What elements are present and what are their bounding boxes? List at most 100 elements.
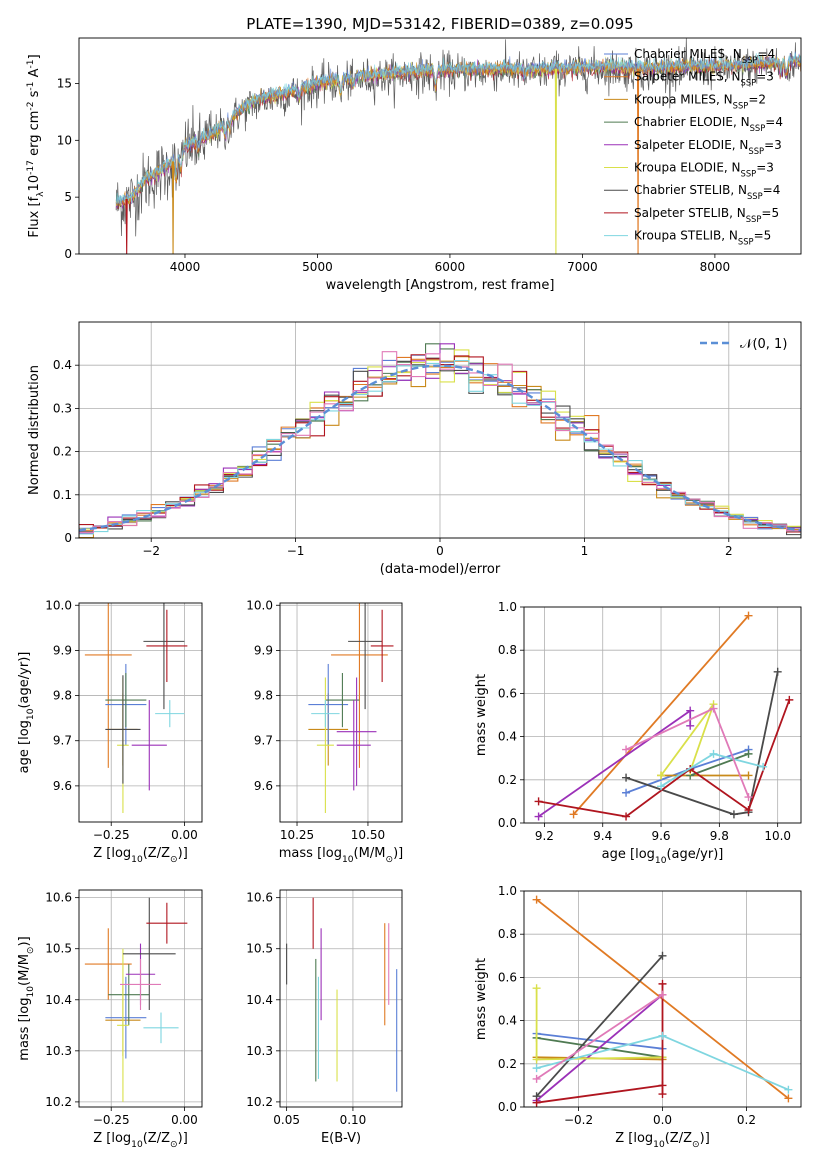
axes-frame xyxy=(78,321,802,539)
legend-label: Kroupa MILES, NSSP=2 xyxy=(634,92,766,110)
age_vs_mass-ytick-label: 9.6 xyxy=(254,779,273,793)
residual_histogram-ytick-label: 0.4 xyxy=(53,358,72,372)
massweight_vs_age-xtick-label: 9.2 xyxy=(535,829,554,843)
residual_histogram-xtick-label: −1 xyxy=(287,544,305,558)
massweight_vs_age-xtick-label: 10.0 xyxy=(764,829,791,843)
massweight-marker xyxy=(532,1055,541,1064)
massweight-line xyxy=(535,988,663,1061)
axes-frame xyxy=(523,890,802,1108)
mass_vs_Z-ytick-label: 10.2 xyxy=(45,1095,72,1109)
spectrum-glitch xyxy=(554,68,557,254)
mass_vs_Z-xlabel: Z [log10(Z/Z⊙)] xyxy=(93,1131,188,1150)
age_vs_Z-xtick-label: 0.00 xyxy=(171,828,198,842)
massweight-line xyxy=(536,1032,663,1050)
residual_histogram-xtick-label: 1 xyxy=(581,544,589,558)
massweight-marker xyxy=(658,1090,667,1099)
massweight_vs_age-ylabel: mass weight xyxy=(474,674,489,756)
massweight-marker xyxy=(622,745,631,754)
massweight-marker xyxy=(658,1081,667,1090)
age_vs_Z-xlabel: Z [log10(Z/Z⊙)] xyxy=(93,846,188,865)
age_vs_Z-ytick-label: 9.8 xyxy=(53,689,72,703)
massweight-marker xyxy=(709,704,718,713)
spectrum-ytick-label: 5 xyxy=(64,190,72,204)
age_vs_mass-plot-area xyxy=(308,603,394,813)
spectrum-line-chabrier_miles xyxy=(115,51,801,205)
massweight_vs_Z-ytick-label: 0.0 xyxy=(498,1100,517,1114)
spectrum-glitch xyxy=(171,161,175,254)
massweight_vs_Z-ytick-label: 0.2 xyxy=(498,1057,517,1071)
mass_vs_ebv-ytick-label: 10.5 xyxy=(246,942,273,956)
massweight-marker xyxy=(773,667,782,676)
massweight-marker xyxy=(686,706,695,715)
massweight_vs_Z-ytick-label: 0.6 xyxy=(498,970,517,984)
residual_histogram-plot-area xyxy=(79,343,801,538)
massweight_vs_age-ytick-label: 0.8 xyxy=(498,643,517,657)
massweight_vs_Z-xtick-label: 0.2 xyxy=(737,1113,756,1127)
spectrum-line-kroupa_stelib xyxy=(115,52,801,205)
spectrum-glitch xyxy=(636,68,640,254)
age_vs_Z-ytick-label: 9.9 xyxy=(53,643,72,657)
residual_histogram-xtick-label: −2 xyxy=(142,544,160,558)
massweight-marker xyxy=(622,812,631,821)
legend-label: Salpeter ELODIE, NSSP=3 xyxy=(634,138,782,156)
legend-label: Salpeter MILES, NSSP=3 xyxy=(634,70,774,88)
massweight-marker xyxy=(532,1064,541,1073)
axes-frame xyxy=(279,889,403,1108)
massweight-marker xyxy=(658,990,667,999)
massweight-marker xyxy=(658,979,667,988)
massweight_vs_age-xlabel: age [log10(age/yr)] xyxy=(602,847,724,866)
legend-label: 𝒩(0, 1) xyxy=(740,337,787,352)
figure-title: PLATE=1390, MJD=53142, FIBERID=0389, z=0… xyxy=(246,15,633,33)
spectrum-xtick-label: 4000 xyxy=(170,260,201,274)
legend-label: Chabrier ELODIE, NSSP=4 xyxy=(634,115,783,133)
massweight-marker xyxy=(744,611,753,620)
massweight_vs_age-xtick-label: 9.6 xyxy=(651,829,670,843)
spectrum-ytick-label: 10 xyxy=(57,133,72,147)
legend-label: Chabrier MILES, NSSP=4 xyxy=(634,47,775,65)
residual_histogram-ytick-label: 0.2 xyxy=(53,445,72,459)
mass_vs_ebv-axes: 0.05 0.10 10.2 10.3 10.4 10.5 10.6 E(B-V) xyxy=(246,889,403,1146)
massweight-marker xyxy=(729,810,738,819)
massweight-line xyxy=(536,994,664,1102)
massweight-marker xyxy=(622,773,631,782)
age_vs_Z-ytick-label: 9.7 xyxy=(53,734,72,748)
massweight-marker xyxy=(759,762,768,771)
mass_vs_Z-ytick-label: 10.4 xyxy=(45,993,72,1007)
spectrum-xlabel: wavelength [Angstrom, rest frame] xyxy=(326,278,555,293)
massweight-marker xyxy=(658,1031,667,1040)
massweight-marker xyxy=(532,984,541,993)
age_vs_Z-ytick-label: 10.0 xyxy=(45,598,72,612)
mass_vs_Z-ytick-label: 10.5 xyxy=(45,942,72,956)
massweight_vs_age-plot-area xyxy=(534,611,794,821)
spectrum-ylabel: Flux [fλ10-17 erg cm-2 s-1 A-1] xyxy=(26,54,46,237)
mass_vs_ebv-xtick-label: 0.05 xyxy=(273,1113,300,1127)
normal-curve xyxy=(79,364,801,532)
massweight-line xyxy=(538,699,791,818)
massweight_vs_age-ytick-label: 0.0 xyxy=(498,816,517,830)
massweight-marker xyxy=(744,806,753,815)
age_vs_mass-xtick-label: 10.25 xyxy=(280,828,314,842)
axes-frame xyxy=(78,37,802,255)
axes-frame xyxy=(523,606,802,824)
legend-label: Salpeter STELIB, NSSP=5 xyxy=(634,206,779,224)
axes-frame xyxy=(78,602,203,823)
spectrum-xtick-label: 5000 xyxy=(302,260,333,274)
massweight_vs_Z-ylabel: mass weight xyxy=(474,958,489,1040)
massweight-marker xyxy=(534,812,543,821)
residual_histogram-ytick-label: 0.3 xyxy=(53,401,72,415)
mass_vs_Z-xtick-label: 0.00 xyxy=(171,1113,198,1127)
massweight_vs_Z-ytick-label: 0.8 xyxy=(498,927,517,941)
massweight-marker xyxy=(657,771,666,780)
mass_vs_ebv-plot-area xyxy=(286,897,398,1092)
massweight_vs_Z-axes: −0.2 0.0 0.2 0.0 0.2 0.4 0.6 0.8 1.0 Z [log10(Z/Z… xyxy=(474,884,802,1150)
mass_vs_Z-ytick-label: 10.3 xyxy=(45,1044,72,1058)
spectrum-plot-area xyxy=(115,38,801,254)
axes-frame xyxy=(78,889,203,1108)
age_vs_mass-ytick-label: 10.0 xyxy=(246,598,273,612)
mass_vs_Z-plot-area xyxy=(84,897,188,1102)
age_vs_mass-ytick-label: 9.8 xyxy=(254,689,273,703)
spectrum-xtick-label: 8000 xyxy=(700,260,731,274)
massweight_vs_age-xtick-label: 9.8 xyxy=(710,829,729,843)
massweight_vs_Z-plot-area xyxy=(532,895,793,1107)
